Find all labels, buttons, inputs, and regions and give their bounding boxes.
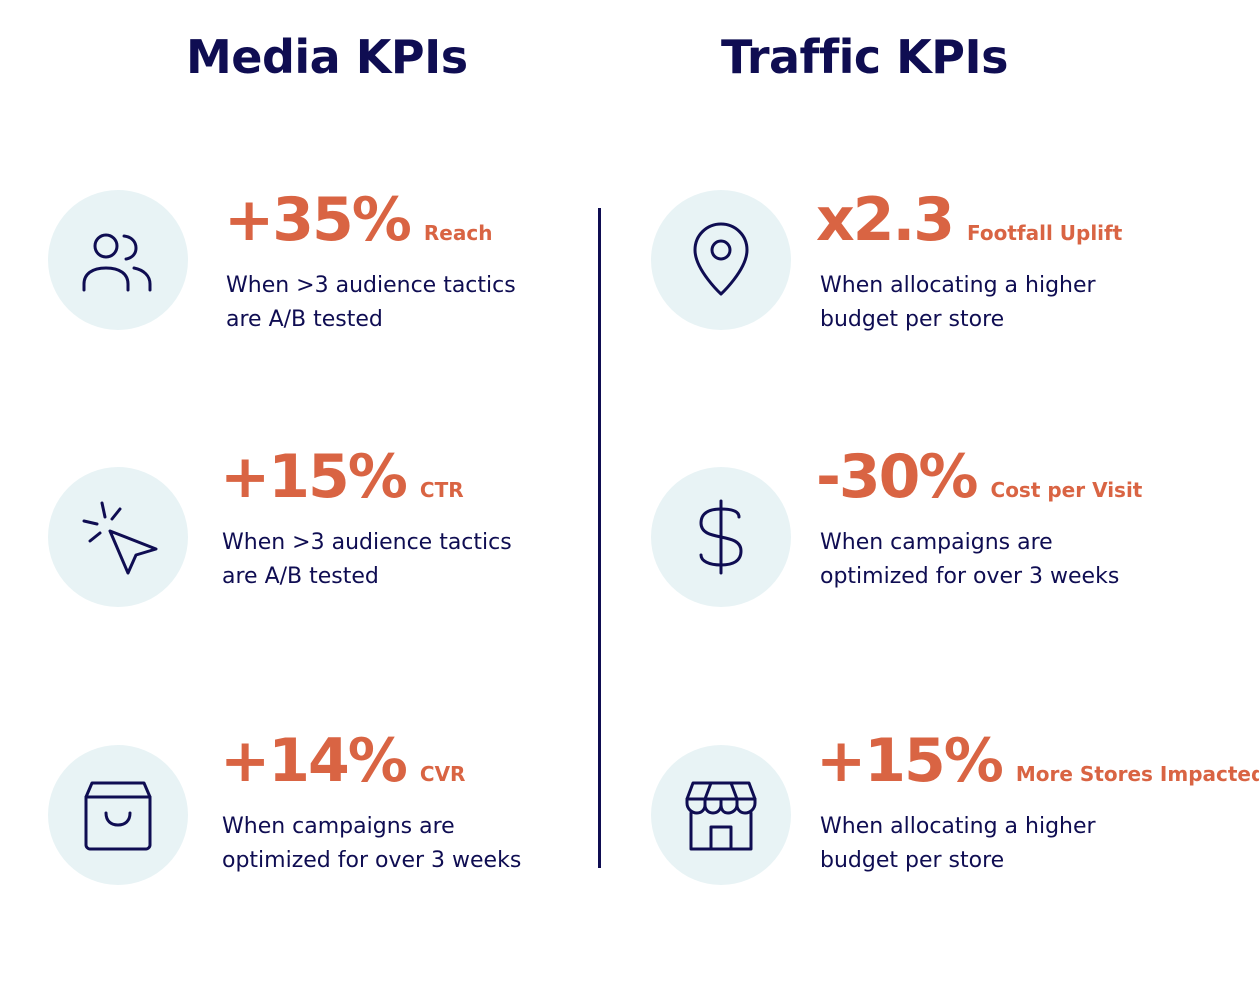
column-divider <box>598 208 601 868</box>
kpi-description: When allocating a higher budget per stor… <box>820 810 1096 878</box>
kpi-description: When campaigns are optimized for over 3 … <box>222 810 521 878</box>
kpi-value: +15% <box>816 726 1004 796</box>
kpi-description: When allocating a higher budget per stor… <box>820 269 1096 337</box>
kpi-description-line: When campaigns are <box>820 530 1053 555</box>
shopping-bag-icon <box>84 781 152 851</box>
dollar-icon <box>699 499 743 575</box>
kpi-description-line: When >3 audience tactics <box>226 273 516 298</box>
kpi-description-line: optimized for over 3 weeks <box>222 848 522 873</box>
kpi-value: +14% <box>220 726 408 796</box>
kpi-description: When >3 audience tactics are A/B tested <box>222 526 512 594</box>
kpi-description-line: are A/B tested <box>222 564 379 589</box>
traffic-kpis-title: Traffic KPIs <box>721 30 1008 84</box>
kpi-value: +35% <box>224 185 412 255</box>
kpi-description-line: When campaigns are <box>222 814 455 839</box>
kpi-label: More Stores Impacted <box>1015 762 1259 786</box>
kpi-label: CTR <box>419 478 464 502</box>
kpi-description-line: When allocating a higher <box>820 273 1096 298</box>
kpi-value: -30% <box>816 442 979 512</box>
kpi-description-line: When >3 audience tactics <box>222 530 512 555</box>
map-pin-icon <box>693 222 749 296</box>
map-pin-icon-circle <box>651 190 791 330</box>
kpi-cost-per-visit: -30% Cost per Visit <box>816 447 1142 507</box>
kpi-value: x2.3 <box>816 185 955 255</box>
kpi-description: When >3 audience tactics are A/B tested <box>226 269 516 337</box>
cursor-click-icon <box>82 501 158 575</box>
media-kpis-title: Media KPIs <box>186 30 468 84</box>
cursor-click-icon-circle <box>48 467 188 607</box>
kpi-description-line: optimized for over 3 weeks <box>820 564 1120 589</box>
kpi-description-line: budget per store <box>820 848 1005 873</box>
users-icon <box>82 233 152 292</box>
kpi-description-line: are A/B tested <box>226 307 383 332</box>
storefront-icon <box>685 781 757 851</box>
kpi-reach: +35% Reach <box>224 190 492 250</box>
kpi-label: Reach <box>423 221 493 245</box>
kpi-footfall-uplift: x2.3 Footfall Uplift <box>816 190 1122 250</box>
kpi-description-line: budget per store <box>820 307 1005 332</box>
kpi-value: +15% <box>220 442 408 512</box>
shopping-bag-icon-circle <box>48 745 188 885</box>
kpi-more-stores-impacted: +15% More Stores Impacted <box>816 731 1259 791</box>
users-icon-circle <box>48 190 188 330</box>
kpi-label: Cost per Visit <box>990 478 1143 502</box>
kpi-label: CVR <box>419 762 466 786</box>
kpi-description: When campaigns are optimized for over 3 … <box>820 526 1119 594</box>
kpi-label: Footfall Uplift <box>967 221 1123 245</box>
dollar-icon-circle <box>651 467 791 607</box>
kpi-cvr: +14% CVR <box>220 731 465 791</box>
kpi-description-line: When allocating a higher <box>820 814 1096 839</box>
kpi-ctr: +15% CTR <box>220 447 464 507</box>
storefront-icon-circle <box>651 745 791 885</box>
